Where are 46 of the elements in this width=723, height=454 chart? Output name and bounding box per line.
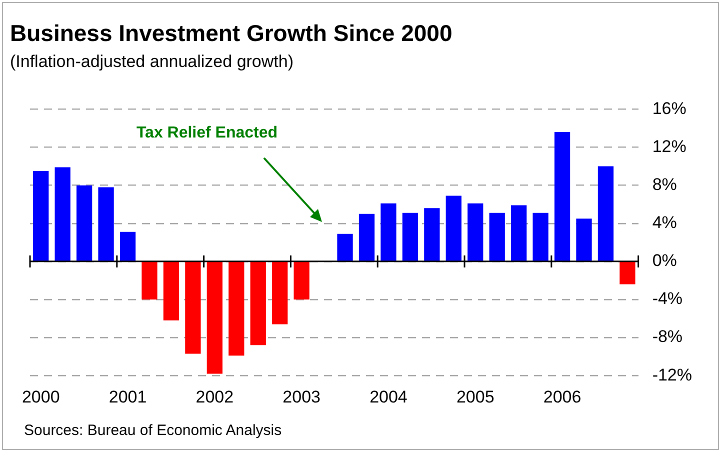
bar <box>554 132 570 261</box>
x-tick-label: 2005 <box>456 387 494 406</box>
bar <box>468 203 484 261</box>
bar <box>424 208 440 261</box>
y-tick-label: 16% <box>652 98 686 118</box>
bar <box>142 262 158 300</box>
y-tick-label: -4% <box>652 289 683 308</box>
bar <box>272 262 288 324</box>
bar <box>489 212 505 261</box>
chart-subtitle: (Inflation-adjusted annualized growth) <box>10 52 294 72</box>
y-tick-label: 12% <box>652 136 686 156</box>
bar <box>163 262 180 320</box>
y-tick-label: 0% <box>652 251 677 270</box>
chart-title: Business Investment Growth Since 2000 <box>10 20 452 47</box>
y-tick-label: 8% <box>652 175 677 194</box>
bar <box>532 212 548 261</box>
source-note: Sources: Bureau of Economic Analysis <box>24 422 282 439</box>
bar <box>76 185 92 261</box>
x-tick-label: 2000 <box>22 387 60 406</box>
y-tick-label: -8% <box>652 327 683 346</box>
x-tick-label: 2006 <box>543 387 582 406</box>
bar <box>511 205 527 261</box>
y-tick-label: 4% <box>652 213 677 232</box>
bar <box>228 262 244 356</box>
bar <box>250 262 266 346</box>
bar <box>598 166 614 261</box>
x-tick-label: 2001 <box>108 387 147 406</box>
bar <box>576 218 592 261</box>
y-tick-label: -12% <box>652 365 692 384</box>
x-tick-label: 2002 <box>196 387 234 406</box>
bar <box>358 214 375 261</box>
bar <box>206 262 222 374</box>
bar <box>185 262 201 354</box>
bar <box>337 234 353 261</box>
bar <box>446 196 462 261</box>
bar <box>98 187 114 261</box>
bar <box>54 167 70 261</box>
bar <box>402 212 418 261</box>
bar <box>294 262 310 300</box>
bar <box>620 262 636 284</box>
bar <box>120 232 136 261</box>
bar <box>33 171 49 261</box>
x-tick-label: 2003 <box>282 387 320 406</box>
x-tick-label: 2004 <box>370 387 408 406</box>
annotation: Tax Relief Enacted <box>136 124 278 142</box>
bar <box>380 203 396 261</box>
